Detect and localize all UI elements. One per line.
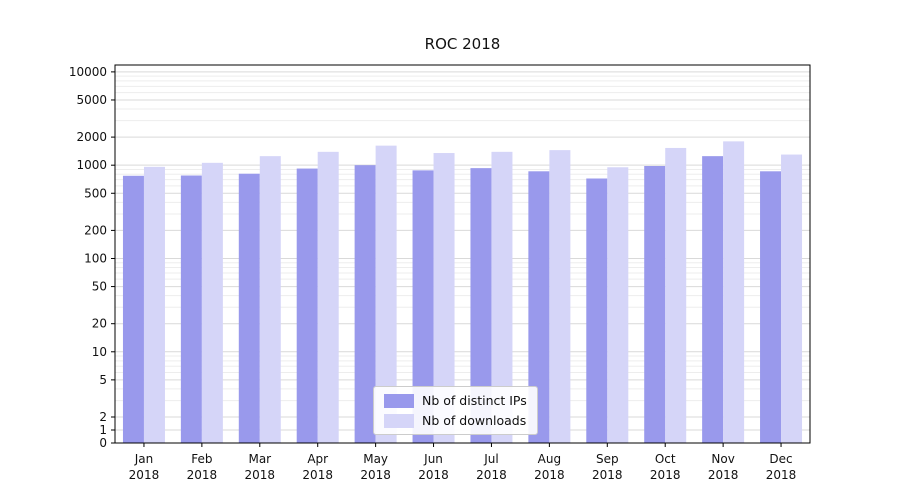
y-tick-label: 1 xyxy=(99,423,107,437)
x-tick-label: Jan 2018 xyxy=(129,452,160,482)
legend-label-downloads: Nb of downloads xyxy=(422,413,527,428)
bar-nb-of-downloads-dec xyxy=(781,154,803,444)
bar-nb-of-downloads-nov xyxy=(723,141,745,443)
bar-nb-of-distinct-ips-dec xyxy=(760,171,782,443)
x-tick-label: Feb 2018 xyxy=(187,452,218,482)
x-tick-label: Jun 2018 xyxy=(418,452,449,482)
y-tick-label: 5 xyxy=(99,373,107,387)
y-tick-label: 2 xyxy=(99,410,107,424)
bar-nb-of-distinct-ips-feb xyxy=(180,175,202,443)
y-tick-label: 100 xyxy=(84,251,107,265)
y-tick-label: 500 xyxy=(84,186,107,200)
bar-nb-of-distinct-ips-aug xyxy=(528,171,550,443)
y-tick-label: 20 xyxy=(92,317,107,331)
bar-nb-of-distinct-ips-oct xyxy=(644,166,666,443)
y-tick-label: 10000 xyxy=(69,65,107,79)
legend-swatch-downloads xyxy=(384,413,414,428)
y-tick-label: 2000 xyxy=(76,130,107,144)
plot-border xyxy=(114,64,811,444)
x-tick-label: Apr 2018 xyxy=(302,452,333,482)
bar-nb-of-downloads-may xyxy=(375,145,397,443)
y-tick-label: 5000 xyxy=(76,93,107,107)
bar-nb-of-downloads-mar xyxy=(259,156,281,443)
x-tick-label: Nov 2018 xyxy=(708,452,739,482)
x-tick-label: Aug 2018 xyxy=(534,452,565,482)
bar-nb-of-distinct-ips-apr xyxy=(296,168,318,443)
y-tick-label: 200 xyxy=(84,223,107,237)
bar-nb-of-distinct-ips-nov xyxy=(702,156,724,443)
bar-nb-of-distinct-ips-jan xyxy=(122,175,144,443)
legend-item-downloads: Nb of downloads xyxy=(384,413,527,428)
legend-item-distinct-ips: Nb of distinct IPs xyxy=(384,393,527,408)
bar-nb-of-downloads-jun xyxy=(433,153,455,444)
x-tick-label: Oct 2018 xyxy=(650,452,681,482)
chart-title: ROC 2018 xyxy=(424,35,501,53)
y-tick-label: 10 xyxy=(92,345,107,359)
legend-label-distinct-ips: Nb of distinct IPs xyxy=(422,393,527,408)
x-tick-label: May 2018 xyxy=(360,452,391,482)
y-tick-label: 0 xyxy=(99,436,107,450)
legend: Nb of distinct IPs Nb of downloads xyxy=(373,386,538,435)
bar-nb-of-distinct-ips-mar xyxy=(238,173,260,444)
x-tick-label: Jul 2018 xyxy=(476,452,507,482)
y-tick-label: 1000 xyxy=(76,158,107,172)
bar-nb-of-downloads-aug xyxy=(549,150,571,443)
bar-nb-of-distinct-ips-jun xyxy=(412,170,434,444)
bar-nb-of-distinct-ips-jul xyxy=(470,168,492,443)
x-tick-label: Sep 2018 xyxy=(592,452,623,482)
bar-nb-of-downloads-oct xyxy=(665,147,687,443)
bar-nb-of-distinct-ips-sep xyxy=(586,178,608,443)
legend-swatch-distinct-ips xyxy=(384,393,414,408)
bar-nb-of-downloads-feb xyxy=(201,162,223,443)
x-tick-label: Dec 2018 xyxy=(766,452,797,482)
bar-nb-of-downloads-apr xyxy=(317,151,339,443)
bar-nb-of-distinct-ips-may xyxy=(354,165,376,443)
bar-nb-of-downloads-sep xyxy=(607,167,629,444)
bar-nb-of-downloads-jan xyxy=(143,166,165,443)
bar-nb-of-downloads-jul xyxy=(491,151,513,443)
y-tick-label: 50 xyxy=(92,280,107,294)
x-tick-label: Mar 2018 xyxy=(245,452,276,482)
